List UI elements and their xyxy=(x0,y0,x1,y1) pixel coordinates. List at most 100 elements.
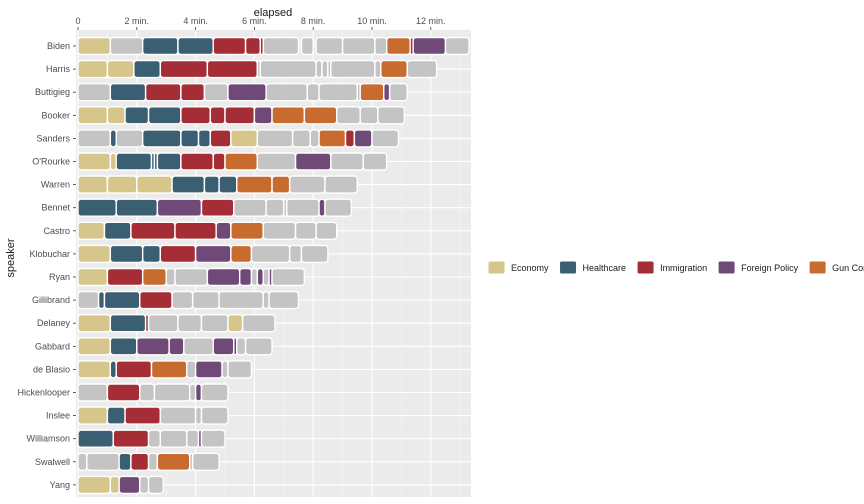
legend-swatch xyxy=(717,260,736,275)
y-axis: Biden Harris Buttigieg Booker Sanders O'Rourk… xyxy=(17,41,76,490)
speech-segment xyxy=(200,429,226,448)
speech-segment xyxy=(215,221,232,241)
speech-segment xyxy=(77,267,109,287)
speech-segment xyxy=(112,429,150,448)
speech-segment xyxy=(77,175,109,194)
speech-segment xyxy=(177,314,203,333)
legend-swatch xyxy=(487,260,506,275)
speech-segment xyxy=(183,337,214,356)
speech-segment xyxy=(206,267,241,287)
speech-segment xyxy=(141,267,167,287)
speech-segment xyxy=(159,406,197,425)
speech-segment xyxy=(77,290,100,310)
y-tick-label: Klobuchar xyxy=(29,249,70,259)
speech-segment xyxy=(271,267,306,287)
speech-segment xyxy=(250,244,291,264)
x-tick-label: 0 xyxy=(75,16,80,26)
speech-segment xyxy=(197,129,211,148)
speech-segment xyxy=(141,129,182,148)
y-tick-label: Biden xyxy=(47,41,70,51)
speech-segment xyxy=(303,106,338,125)
speech-segment xyxy=(241,314,276,333)
speech-segment xyxy=(291,129,311,148)
speech-segment xyxy=(385,36,411,56)
speech-segment xyxy=(97,290,106,310)
x-tick-label: 2 min. xyxy=(125,16,150,26)
speech-segment xyxy=(106,59,135,79)
speech-segment xyxy=(180,129,200,148)
legend-label: Healthcare xyxy=(583,263,627,273)
speech-segment xyxy=(330,152,364,171)
speech-segment xyxy=(106,175,138,194)
speech-segment xyxy=(218,175,238,194)
y-tick-label: Swalwell xyxy=(35,457,70,467)
speech-segment xyxy=(359,106,379,125)
speech-segment xyxy=(374,36,388,56)
speech-segment xyxy=(77,82,112,102)
speech-segment xyxy=(315,36,344,56)
speech-segment xyxy=(109,360,117,379)
speech-segment xyxy=(353,129,373,148)
speech-segment xyxy=(406,59,438,79)
speech-segment xyxy=(200,198,235,217)
speech-segment xyxy=(218,290,264,310)
y-tick-label: Hickenlooper xyxy=(17,388,70,398)
speech-segment xyxy=(189,383,197,402)
speech-segment xyxy=(336,106,361,125)
speech-segment xyxy=(330,59,376,79)
speech-segment xyxy=(77,360,112,379)
speech-segment xyxy=(139,475,150,495)
speech-segment xyxy=(109,244,144,264)
speaker-row xyxy=(77,337,273,356)
speaker-row xyxy=(77,198,353,217)
speech-segment xyxy=(77,383,109,402)
speech-segment xyxy=(230,129,259,148)
speech-segment xyxy=(194,406,203,425)
speech-segment xyxy=(265,198,285,217)
speech-segment xyxy=(77,314,112,333)
speech-segment xyxy=(256,129,294,148)
speech-segment xyxy=(377,106,406,125)
speech-segment xyxy=(180,106,211,125)
y-tick-label: Delaney xyxy=(37,318,71,328)
speech-segment xyxy=(130,452,150,471)
speech-segment xyxy=(191,290,220,310)
speaker-row xyxy=(77,36,470,56)
legend-label: Foreign Policy xyxy=(741,263,799,273)
speech-segment xyxy=(306,82,320,102)
speech-segment xyxy=(115,129,144,148)
speech-segment xyxy=(262,267,270,287)
speech-segment xyxy=(124,106,150,125)
legend-swatch xyxy=(559,260,578,275)
speech-segment xyxy=(412,36,447,56)
speech-segment xyxy=(388,82,408,102)
speech-segment xyxy=(174,221,217,241)
speech-segment xyxy=(147,429,162,448)
speech-segment xyxy=(259,59,317,79)
speech-segment xyxy=(236,175,273,194)
speech-segment xyxy=(109,152,117,171)
speaker-row xyxy=(77,175,358,194)
speaker-row xyxy=(77,406,229,425)
speech-segment xyxy=(265,82,309,102)
speech-segment xyxy=(130,221,176,241)
speech-segment xyxy=(191,452,220,471)
y-tick-label: Gillibrand xyxy=(32,295,70,305)
speaker-row xyxy=(77,106,406,125)
speech-segment xyxy=(147,314,179,333)
speech-segment xyxy=(77,452,88,471)
speech-segment xyxy=(315,59,323,79)
speech-segment xyxy=(194,383,203,402)
speech-segment xyxy=(230,244,253,264)
speech-segment xyxy=(144,82,182,102)
speech-segment xyxy=(344,129,356,148)
speech-segment xyxy=(200,314,229,333)
speech-segment xyxy=(262,290,270,310)
speech-segment xyxy=(200,406,229,425)
speaker-row xyxy=(77,221,338,241)
y-axis-title: speaker xyxy=(5,238,17,277)
speech-segment xyxy=(77,198,117,217)
speech-segment xyxy=(227,314,244,333)
speaker-row xyxy=(77,152,388,171)
speech-segment xyxy=(324,175,358,194)
